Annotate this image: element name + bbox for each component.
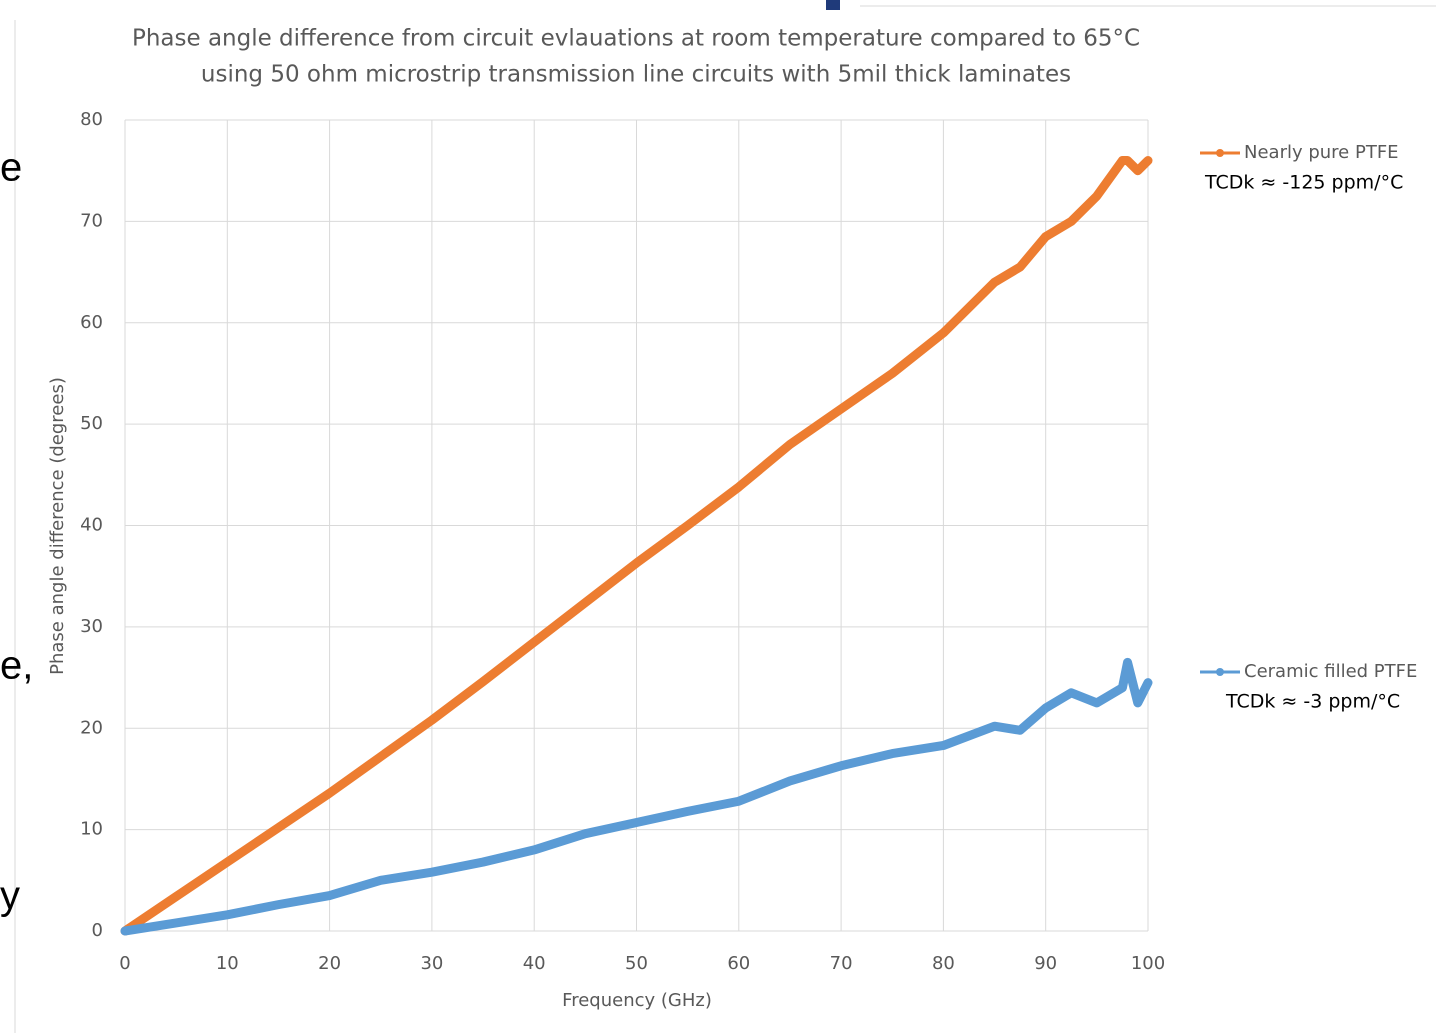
legend-swatch (1216, 149, 1224, 157)
x-tick-label: 60 (727, 953, 750, 974)
x-tick-label: 90 (1034, 953, 1057, 974)
y-tick-label: 20 (80, 717, 103, 738)
y-tick-label: 50 (80, 413, 103, 434)
legend-label: Ceramic filled PTFE (1244, 661, 1417, 682)
y-tick-label: 60 (80, 312, 103, 333)
x-tick-label: 50 (625, 953, 648, 974)
series-line (120, 657, 1153, 936)
x-tick-label: 0 (119, 953, 130, 974)
x-tick-label: 80 (932, 953, 955, 974)
x-tick-label: 70 (830, 953, 853, 974)
y-tick-label: 70 (80, 210, 103, 231)
y-tick-label: 0 (92, 920, 103, 941)
legend-label: Nearly pure PTFE (1244, 142, 1399, 163)
y-tick-label: 40 (80, 515, 103, 536)
chart-title: using 50 ohm microstrip transmission lin… (201, 62, 1071, 88)
slide-decoration (826, 0, 840, 10)
y-axis-label: Phase angle difference (degrees) (47, 377, 68, 675)
chart-title: Phase angle difference from circuit evla… (132, 26, 1140, 52)
x-tick-label: 30 (420, 953, 443, 974)
x-tick-label: 40 (523, 953, 546, 974)
x-tick-label: 10 (216, 953, 239, 974)
x-tick-label: 20 (318, 953, 341, 974)
x-tick-label: 100 (1131, 953, 1165, 974)
x-axis-label: Frequency (GHz) (562, 990, 712, 1011)
background-text: e, (0, 644, 33, 688)
background-text: e (0, 146, 22, 190)
legend-note: TCDk ≈ -3 ppm/°C (1225, 691, 1400, 713)
series-line (120, 156, 1153, 936)
y-tick-label: 80 (80, 109, 103, 130)
legend-note: TCDk ≈ -125 ppm/°C (1204, 172, 1403, 194)
background-text: y (0, 874, 20, 918)
y-tick-label: 10 (80, 819, 103, 840)
legend-swatch (1216, 668, 1224, 676)
y-tick-label: 30 (80, 616, 103, 637)
